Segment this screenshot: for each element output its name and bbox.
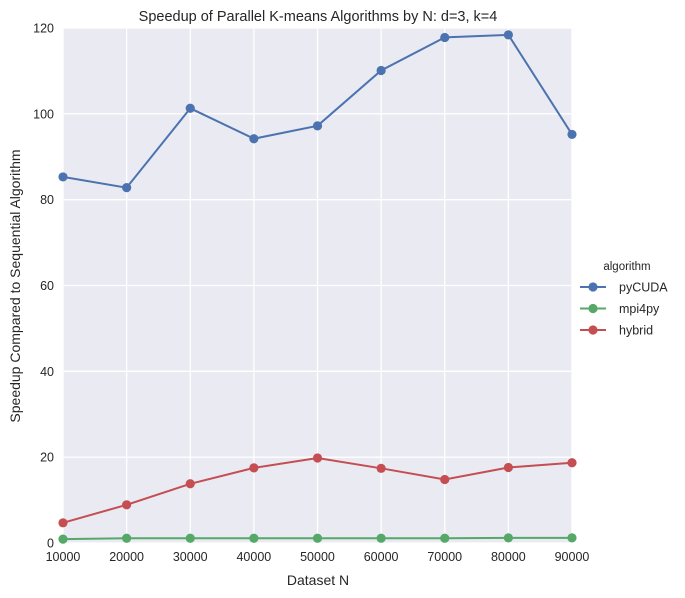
x-tick-label: 50000 <box>300 550 335 564</box>
legend: algorithm pyCUDA mpi4py hybrid <box>580 261 668 338</box>
series-group <box>58 30 577 544</box>
legend-label: mpi4py <box>619 302 660 316</box>
x-tick-label: 20000 <box>109 550 144 564</box>
legend-title: algorithm <box>603 261 650 273</box>
legend-label: pyCUDA <box>619 281 668 295</box>
data-point <box>376 463 386 473</box>
y-tick-label: 100 <box>33 107 54 121</box>
x-tick-label: 60000 <box>364 550 399 564</box>
chart-title: Speedup of Parallel K-means Algorithms b… <box>139 9 498 25</box>
x-tick-label: 80000 <box>491 550 526 564</box>
x-tick-label: 40000 <box>236 550 271 564</box>
x-tick-label: 70000 <box>427 550 462 564</box>
y-tick-label: 60 <box>40 279 54 293</box>
x-axis-label: Dataset N <box>287 572 349 588</box>
y-axis-label: Speedup Compared to Sequential Algorithm <box>7 149 23 422</box>
data-point <box>440 474 450 485</box>
y-tick-label: 0 <box>47 537 54 551</box>
data-point <box>249 533 259 543</box>
y-tick-labels: 0 20 40 60 80 100 120 <box>33 22 54 551</box>
data-point <box>58 534 68 544</box>
legend-label: hybrid <box>619 324 653 338</box>
data-point <box>376 533 386 543</box>
legend-marker <box>588 325 598 335</box>
grid-lines <box>62 27 573 544</box>
data-point <box>312 533 323 543</box>
data-point <box>122 500 132 510</box>
data-point <box>185 479 195 489</box>
data-point <box>503 462 513 473</box>
x-tick-label: 90000 <box>555 550 590 564</box>
legend-marker <box>588 282 598 292</box>
data-point <box>312 121 323 131</box>
data-point <box>185 533 195 543</box>
series-hybrid <box>58 453 577 528</box>
x-tick-label: 30000 <box>173 550 208 564</box>
x-tick-label: 10000 <box>46 550 81 564</box>
data-point <box>567 129 577 140</box>
data-point <box>185 103 195 113</box>
data-point <box>503 30 513 40</box>
data-point <box>122 533 132 543</box>
legend-marker <box>588 303 598 314</box>
data-point <box>567 458 577 468</box>
data-point <box>58 518 68 528</box>
legend-item: mpi4py <box>580 302 660 316</box>
data-point <box>376 65 386 76</box>
series-mpi4py <box>58 533 577 544</box>
y-tick-label: 20 <box>40 451 54 465</box>
data-point <box>503 533 513 543</box>
legend-item: pyCUDA <box>580 281 668 295</box>
y-tick-label: 120 <box>33 22 54 36</box>
y-tick-label: 40 <box>40 365 54 379</box>
data-point <box>440 533 450 543</box>
series-pycuda <box>58 30 577 193</box>
data-point <box>567 533 577 543</box>
legend-item: hybrid <box>580 324 653 338</box>
data-point <box>249 463 259 473</box>
data-point <box>440 32 450 43</box>
data-point <box>249 134 259 144</box>
x-tick-labels: 10000 20000 30000 40000 50000 60000 70000 80000… <box>46 550 590 564</box>
data-point <box>122 183 132 193</box>
y-tick-label: 80 <box>40 193 54 207</box>
data-point <box>58 172 68 182</box>
data-point <box>312 453 323 463</box>
